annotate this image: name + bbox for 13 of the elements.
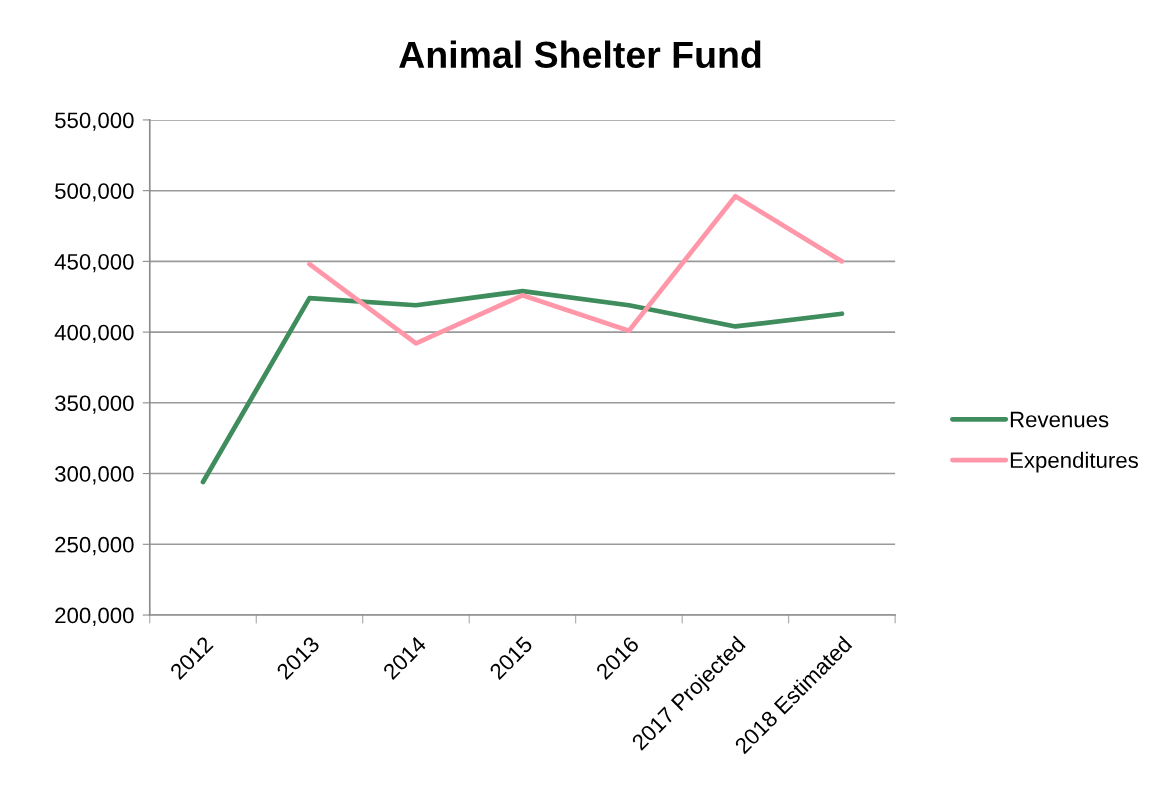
y-tick-label: 400,000 (54, 324, 134, 344)
y-tick-label: 300,000 (55, 466, 134, 485)
line-series (307, 193, 845, 346)
legend-label: Revenues (1010, 411, 1109, 428)
y-tick-label: 350,000 (55, 395, 134, 414)
y-tick-label: 450,000 (54, 253, 134, 273)
chart-title: Animal Shelter Fund (399, 40, 761, 69)
line-series (200, 288, 845, 485)
y-tick-label: 550,000 (55, 112, 134, 131)
y-tick-label: 500,000 (55, 183, 134, 202)
y-tick-label: 250,000 (55, 536, 134, 556)
y-tick-label: 200,000 (55, 607, 134, 626)
legend-label: Expenditures (1010, 451, 1138, 473)
